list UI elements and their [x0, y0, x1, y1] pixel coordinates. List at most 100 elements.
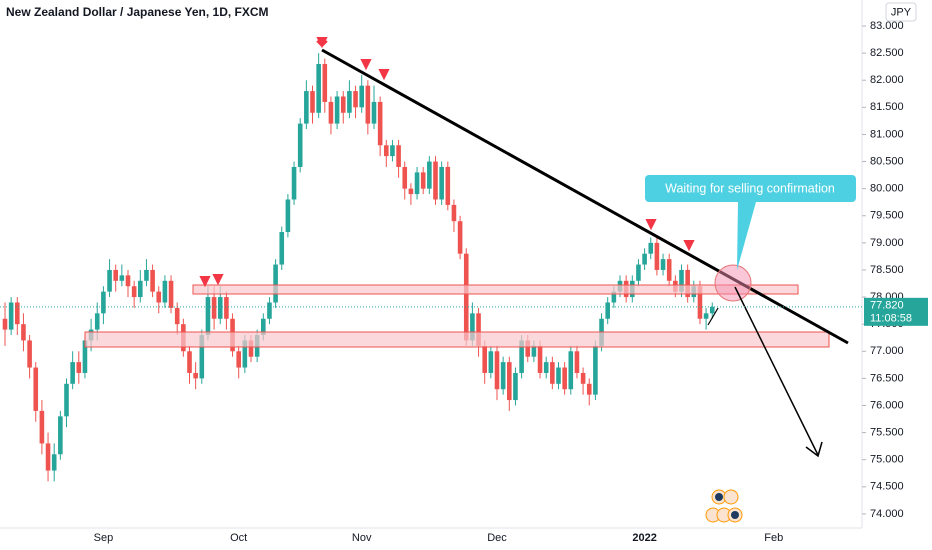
candle-body — [494, 351, 500, 390]
candle-body — [224, 297, 229, 319]
countdown-label: 11:08:58 — [870, 313, 912, 325]
x-tick-label: Feb — [764, 532, 783, 544]
candle-body — [463, 253, 469, 341]
callout-pointer — [737, 202, 756, 270]
candle-body — [45, 443, 51, 471]
y-tick-label: 74.500 — [870, 481, 904, 493]
candle-body — [457, 221, 463, 254]
candle-body — [550, 362, 555, 384]
y-tick-label: 75.500 — [870, 426, 904, 438]
x-tick-label: Sep — [94, 532, 114, 544]
candle-body — [267, 302, 272, 319]
candle-body — [519, 340, 524, 373]
candle-body — [64, 383, 69, 417]
y-tick-label: 76.000 — [870, 399, 904, 411]
support-zone — [84, 331, 830, 348]
peak-arrow — [645, 219, 657, 231]
candle-body — [94, 313, 100, 330]
candle-body — [525, 340, 531, 357]
candle-body — [402, 166, 408, 189]
candle-body — [507, 362, 512, 401]
candle-body — [556, 367, 561, 384]
last-price-box — [864, 297, 928, 326]
candle-body — [27, 340, 32, 368]
candle-body — [144, 269, 149, 281]
y-tick-label: 83.000 — [870, 20, 904, 32]
candle-body — [543, 362, 549, 373]
candle-body — [408, 188, 414, 195]
candle-body — [8, 302, 14, 330]
candle-body — [174, 307, 180, 325]
candle-body — [285, 199, 291, 233]
candle-body — [113, 269, 118, 281]
candle-body — [476, 313, 481, 346]
candle-body — [2, 318, 8, 330]
candle-body — [697, 286, 703, 319]
y-tick-label: 82.000 — [870, 74, 904, 86]
candle-body — [131, 286, 137, 298]
peak-arrow — [360, 59, 372, 71]
candle-body — [119, 275, 125, 281]
candle-body — [261, 318, 266, 336]
candle-body — [359, 85, 364, 108]
candle-body — [76, 362, 82, 373]
y-tick-label: 81.500 — [870, 101, 904, 113]
candle-body — [39, 410, 45, 444]
y-tick-label: 78.500 — [870, 264, 904, 276]
y-tick-label: 79.500 — [870, 210, 904, 222]
candle-body — [513, 372, 518, 401]
last-price-label: 77.820 — [870, 300, 904, 312]
candle-body — [451, 204, 457, 222]
candle-body — [703, 313, 709, 319]
candle-body — [679, 269, 684, 292]
candle-body — [414, 172, 420, 195]
candle-body — [316, 63, 321, 113]
candle-body — [199, 335, 205, 379]
currency-box[interactable] — [885, 2, 917, 22]
candle-body — [21, 324, 26, 341]
candle-body — [482, 345, 487, 373]
y-tick-label: 81.000 — [870, 128, 904, 140]
candle-body — [101, 291, 106, 314]
candle-body — [205, 297, 211, 336]
candle-body — [82, 340, 88, 373]
candle-body — [371, 101, 377, 124]
candle-body — [334, 96, 340, 124]
candle-body — [156, 291, 162, 303]
callout-text: Waiting for selling confirmation — [665, 181, 835, 195]
candle-body — [51, 454, 57, 471]
arrow-head — [805, 441, 823, 458]
candle-body — [470, 313, 475, 341]
y-tick-label: 76.500 — [870, 372, 904, 384]
candle-body — [427, 161, 432, 189]
candle-body — [70, 362, 75, 384]
y-tick-label: 82.500 — [870, 47, 904, 59]
candle-body — [568, 351, 574, 390]
candle-body — [273, 264, 278, 303]
event-icon[interactable] — [723, 489, 739, 505]
candle-body — [433, 161, 438, 200]
candle-body — [390, 145, 395, 157]
candle-body — [445, 166, 451, 205]
candle-body — [33, 367, 39, 411]
event-icon-dot — [731, 511, 739, 519]
candle-body — [605, 302, 610, 319]
candle-body — [242, 340, 248, 368]
candle-body — [150, 269, 155, 292]
peak-markers — [199, 37, 695, 288]
candle-body — [125, 275, 131, 287]
candle-body — [574, 351, 580, 373]
trend-line — [321, 48, 849, 345]
candle-body — [666, 259, 672, 281]
event-icons — [705, 489, 743, 523]
resistance-zone — [192, 284, 799, 295]
candle-body — [500, 362, 506, 390]
candle-body — [353, 91, 358, 108]
candle-body — [328, 101, 334, 124]
candle-body — [654, 242, 660, 270]
candle-body — [15, 302, 20, 325]
candle-body — [297, 123, 303, 167]
candle-body — [562, 367, 567, 390]
candle-body — [193, 372, 198, 379]
event-icon-dot — [715, 493, 723, 501]
